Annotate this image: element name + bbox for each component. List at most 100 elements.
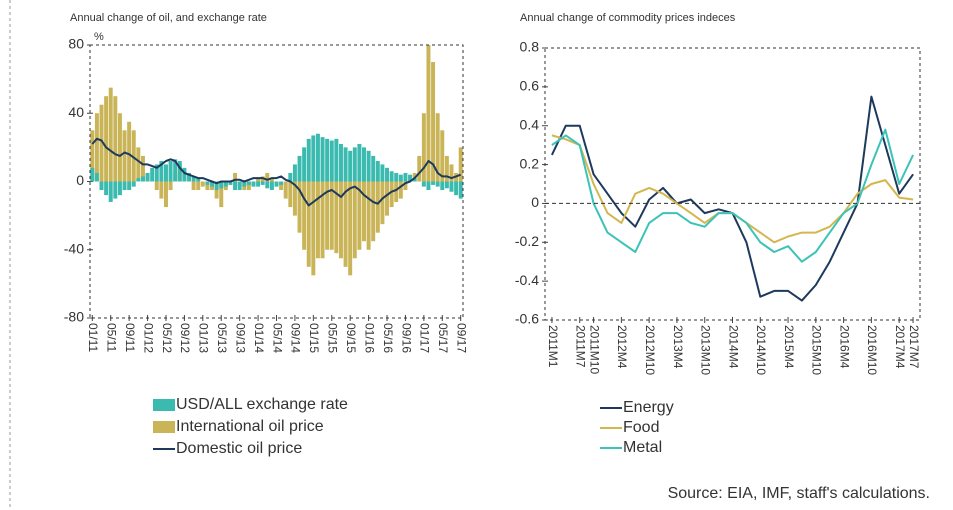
x-tick-label: 2017M7 <box>907 325 921 369</box>
bar <box>196 178 201 182</box>
bar <box>223 181 228 187</box>
bar <box>242 181 247 187</box>
x-tick-label: 05/15 <box>326 323 340 353</box>
x-tick-label: 05/17 <box>436 323 450 353</box>
bar <box>458 147 463 182</box>
bar <box>265 172 270 182</box>
x-tick-label: 01/13 <box>197 323 211 353</box>
bar <box>233 181 238 191</box>
bar <box>375 181 380 233</box>
legend-label: International oil price <box>176 418 324 435</box>
x-tick-label: 01/17 <box>418 323 432 353</box>
bar <box>325 138 330 182</box>
bar <box>159 161 164 182</box>
bar <box>338 143 343 182</box>
line-series <box>551 128 915 263</box>
x-tick-label: 05/16 <box>381 323 395 353</box>
y-axis-unit: % <box>94 31 104 43</box>
bar <box>329 140 334 182</box>
x-tick-label: 09/11 <box>123 323 137 352</box>
y-tick-label: -40 <box>64 240 84 256</box>
bar <box>412 178 417 182</box>
bar <box>348 150 353 182</box>
bar <box>329 181 334 250</box>
bar <box>104 96 109 182</box>
x-tick-label: 01/16 <box>362 323 376 353</box>
bar <box>292 181 297 216</box>
bar <box>362 147 366 182</box>
bar <box>431 62 436 182</box>
bar <box>150 167 155 182</box>
bar <box>140 176 145 182</box>
plot-frame <box>89 44 464 319</box>
y-tick-label: -0.4 <box>515 272 539 288</box>
line-series <box>91 137 462 207</box>
x-tick-label: 05/11 <box>105 323 119 352</box>
bar <box>302 181 307 250</box>
x-tick-label: 09/13 <box>233 323 247 353</box>
x-tick-label: 2012M10 <box>643 325 657 375</box>
bar <box>219 181 224 189</box>
bar <box>403 181 408 191</box>
bar <box>403 172 408 182</box>
bar <box>444 155 449 182</box>
bar <box>256 181 261 187</box>
bar <box>306 181 311 267</box>
y-tick-label: 40 <box>68 104 84 120</box>
bar <box>357 143 362 182</box>
bar <box>440 181 445 191</box>
bar <box>449 181 454 192</box>
bar <box>292 164 297 182</box>
bar <box>320 137 325 182</box>
legend-label: USD/ALL exchange rate <box>176 396 348 413</box>
y-tick-label: 0.8 <box>520 39 540 55</box>
bar <box>421 181 426 187</box>
bar <box>219 181 224 208</box>
bar <box>122 181 127 191</box>
bar <box>108 87 113 182</box>
x-tick-label: 2016M10 <box>865 325 879 375</box>
bar <box>214 181 219 191</box>
bar <box>315 133 320 182</box>
bar <box>398 181 403 199</box>
x-tick-label: 09/16 <box>399 323 413 353</box>
x-tick-label: 2015M10 <box>810 325 824 375</box>
x-tick-label: 2011M10 <box>587 325 601 374</box>
y-tick-label: 80 <box>68 36 84 52</box>
bar <box>177 161 182 182</box>
bar <box>417 155 422 182</box>
legend-label: Energy <box>623 399 674 416</box>
x-tick-label: 2016M4 <box>837 325 851 369</box>
bar <box>196 181 201 191</box>
bar <box>173 159 178 182</box>
bar <box>366 150 371 182</box>
bar <box>306 138 311 182</box>
bar <box>205 181 210 185</box>
bar <box>454 181 459 196</box>
legend-label: Food <box>623 419 659 436</box>
x-tick-label: 2017M4 <box>893 325 907 369</box>
bar <box>343 181 348 267</box>
bar <box>435 181 440 187</box>
bar <box>297 181 302 233</box>
bar <box>145 172 150 182</box>
bar <box>131 181 136 187</box>
bar <box>136 147 141 182</box>
bar <box>205 181 210 191</box>
bar <box>279 181 284 191</box>
bar <box>136 178 141 182</box>
bar <box>385 181 389 216</box>
y-tick-label: -80 <box>64 309 84 325</box>
bar <box>168 161 173 182</box>
bar <box>357 181 362 250</box>
bar <box>421 113 426 182</box>
x-tick-label: 09/17 <box>455 323 469 353</box>
bar <box>113 181 118 199</box>
x-tick-label: 2014M4 <box>726 325 740 369</box>
bar <box>315 181 320 259</box>
bar <box>380 164 385 182</box>
x-tick-label: 09/15 <box>344 323 358 353</box>
bar <box>352 147 357 182</box>
x-tick-label: 2015M4 <box>782 325 796 369</box>
legend-label: Metal <box>623 439 662 456</box>
